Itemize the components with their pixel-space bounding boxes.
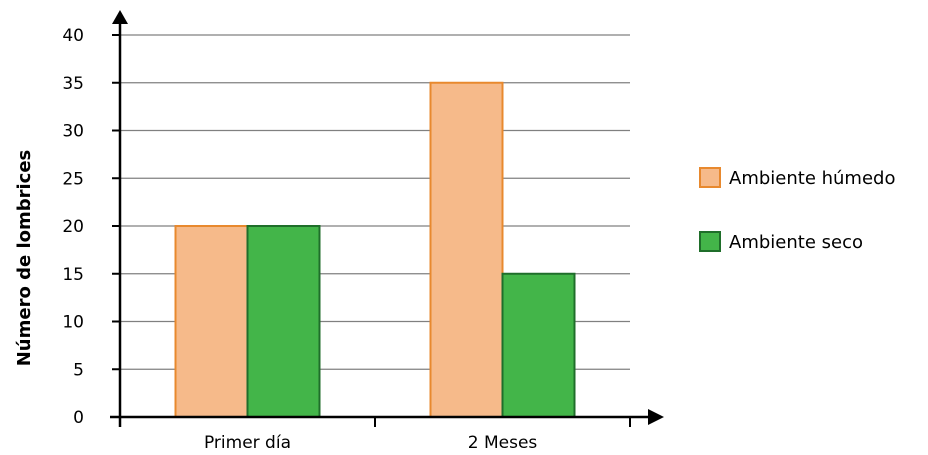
y-tick-label: 15 <box>62 265 84 285</box>
y-tick-label: 10 <box>62 313 84 333</box>
y-tick-label: 40 <box>62 26 84 46</box>
tick-labels: 0 5 10 15 20 25 30 35 40 Primer día 2 Meses <box>62 26 537 453</box>
legend-label: Ambiente seco <box>729 232 863 253</box>
legend: Ambiente húmedo Ambiente seco <box>699 167 895 253</box>
bar <box>174 225 249 418</box>
bar <box>246 225 321 418</box>
y-tick-label: 5 <box>73 360 84 380</box>
y-tick-label: 25 <box>62 169 84 189</box>
y-axis-arrow <box>112 10 128 24</box>
x-tick-label: 2 Meses <box>468 433 538 453</box>
bars <box>174 81 576 418</box>
bar <box>501 272 576 418</box>
legend-label: Ambiente húmedo <box>729 168 895 189</box>
axes <box>110 10 664 427</box>
legend-swatch <box>699 231 721 252</box>
x-axis-arrow <box>648 409 664 425</box>
x-tick-label: Primer día <box>204 433 291 453</box>
legend-swatch <box>699 167 721 188</box>
bar <box>429 81 504 418</box>
y-tick-label: 30 <box>62 122 84 142</box>
y-tick-label: 0 <box>73 408 84 428</box>
y-tick-label: 20 <box>62 217 84 237</box>
y-axis-title: Número de lombrices <box>14 150 35 367</box>
y-tick-label: 35 <box>62 74 84 94</box>
